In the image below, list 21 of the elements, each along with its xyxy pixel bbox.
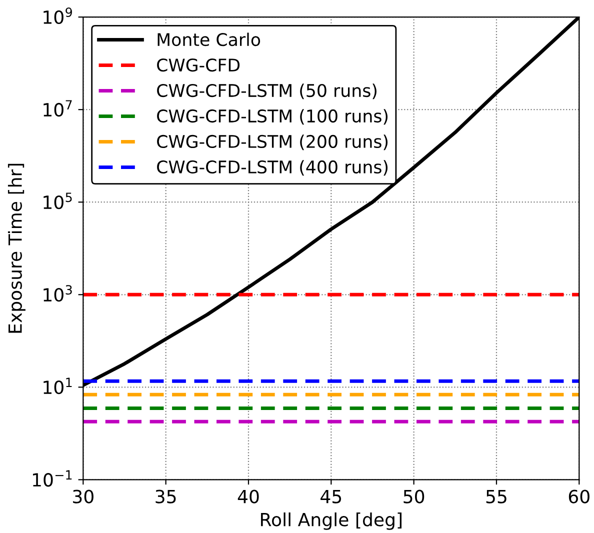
y-tick-label: 10$^{3}$ bbox=[44, 285, 72, 302]
legend-label: CWG-CFD bbox=[157, 58, 240, 72]
y-tick-label: 10$^{7}$ bbox=[44, 100, 72, 117]
x-tick-label: 30 bbox=[73, 490, 94, 504]
x-tick-label: 35 bbox=[156, 490, 176, 504]
legend-label: Monte Carlo bbox=[158, 32, 260, 46]
x-tick-label: 40 bbox=[238, 490, 259, 504]
x-tick-label: 45 bbox=[320, 490, 342, 504]
x-tick-label: 55 bbox=[486, 490, 506, 504]
y-tick-label: 10$^{−1}$ bbox=[32, 470, 72, 487]
y-tick-label: 10$^{9}$ bbox=[44, 7, 72, 24]
y-tick-label: 10$^{5}$ bbox=[44, 192, 72, 210]
x-tick-label: 60 bbox=[568, 490, 590, 504]
y-axis-title: Exposure Time [hr] bbox=[8, 164, 26, 333]
legend-label: CWG-CFD-LSTM (100 runs) bbox=[157, 109, 388, 125]
y-tick-label: 10$^{1}$ bbox=[44, 378, 72, 394]
legend-label: CWG-CFD-LSTM (400 runs) bbox=[157, 160, 388, 176]
x-axis-title: Roll Angle [deg] bbox=[261, 512, 402, 530]
x-tick-label: 50 bbox=[404, 490, 424, 504]
legend-label: CWG-CFD-LSTM (50 runs) bbox=[157, 84, 376, 100]
legend-label: CWG-CFD-LSTM (200 runs) bbox=[157, 134, 388, 150]
